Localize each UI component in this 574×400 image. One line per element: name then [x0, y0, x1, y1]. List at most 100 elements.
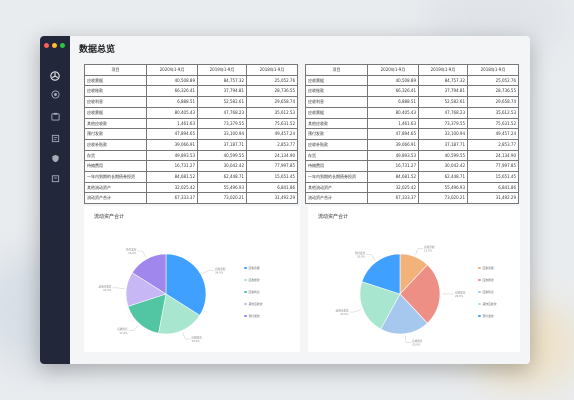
table-row: 其他流动资产 32,025.42 55,496.93 6,841.86: [84, 181, 298, 194]
value-cell: 62,448.71: [197, 171, 247, 183]
value-cell: 25,052.76: [246, 74, 298, 87]
value-cell: 73,020.21: [197, 192, 247, 205]
value-cell: 6,841.86: [246, 181, 298, 194]
value-cell: 80,405.43: [146, 106, 198, 119]
value-cell: 67,333.37: [367, 192, 419, 205]
value-cell: 30,042.42: [197, 160, 247, 173]
pie-slice[interactable]: [131, 253, 167, 295]
legend-item[interactable]: 其他应收款: [478, 302, 497, 306]
value-cell: 39,066.91: [146, 138, 198, 151]
data-table-left: 项目 2020年1-9月 2019年1-9月 2018年1-9月 应收票据 40,508…: [84, 64, 298, 205]
sidebar-item-goals[interactable]: [49, 88, 61, 100]
maximize-window-button[interactable]: [60, 43, 65, 48]
close-window-button[interactable]: [44, 43, 49, 48]
table-row: 待摊费用 16,731.27 30,042.42 77,997.85: [84, 160, 298, 173]
sidebar-item-overview[interactable]: [49, 70, 61, 82]
slice-label-value: 19.0%: [191, 339, 200, 343]
row-label-cell: 流动资产合计: [305, 192, 368, 205]
gauge-icon: [50, 71, 60, 81]
value-cell: 2,853.77: [246, 138, 298, 151]
table-row: 应收票据 40,508.89 84,757.32 25,052.76: [84, 74, 298, 87]
slice-label-name: 预付发款: [355, 251, 366, 255]
minimize-window-button[interactable]: [52, 43, 57, 48]
chart-title: 流动资产合计: [318, 214, 349, 220]
row-label-cell: 预付发款: [84, 128, 147, 140]
legend-item[interactable]: 应收票据: [478, 266, 494, 270]
column-header: 项目: [305, 64, 368, 76]
value-cell: 28,736.55: [467, 85, 519, 98]
legend-swatch: [244, 278, 247, 282]
sidebar: [40, 36, 70, 364]
legend-label: 其他应收款: [482, 302, 497, 306]
value-cell: 77,997.85: [467, 160, 519, 173]
value-cell: 40,508.89: [367, 74, 419, 87]
column-header: 2019年1-9月: [197, 64, 247, 76]
slice-leader-line: [405, 335, 412, 343]
sidebar-item-security[interactable]: [49, 152, 61, 164]
value-cell: 66,326.41: [146, 85, 198, 98]
row-label-cell: 应收票据: [84, 74, 147, 87]
archive-icon: [51, 174, 59, 182]
value-cell: 16,731.27: [146, 160, 198, 173]
pie-slice[interactable]: [380, 293, 428, 335]
value-cell: 35,612.53: [467, 106, 519, 119]
value-cell: 37,794.81: [418, 85, 468, 98]
column-header: 2020年1-9月: [367, 64, 419, 76]
pie-slice[interactable]: [361, 253, 401, 295]
page-title: 数据总览: [79, 45, 116, 55]
slice-label-value: 14.0%: [103, 288, 112, 292]
value-cell: 49,893.53: [367, 149, 419, 162]
pie-slice[interactable]: [158, 293, 201, 335]
value-cell: 6,888.51: [146, 96, 198, 108]
pie-chart-right: 应收票据12.0%应收账款26.0%应收利息20.0%其他应收款22.0%预付发…: [335, 245, 465, 347]
legend-label: 应收账款: [482, 278, 494, 282]
value-cell: 32,025.42: [367, 181, 419, 194]
value-cell: 24,134.90: [467, 149, 519, 162]
pie-chart-card-left: 流动资产合计 应收票据 34.0% 应收账款 19.0% 应收利息 17.0% 其他应收款 1…: [84, 206, 300, 352]
legend-item[interactable]: 应收利息: [244, 290, 260, 294]
value-cell: 49,893.53: [146, 149, 198, 162]
slice-leader-line: [112, 287, 125, 289]
table-row: 预付发款 47,894.65 33,100.94 49,457.24: [84, 128, 298, 140]
value-cell: 29,658.74: [467, 96, 519, 108]
table-header-row: 项目 2020年1-9月 2019年1-9月 2018年1-9月: [84, 64, 298, 76]
value-cell: 47,894.65: [367, 128, 419, 140]
table-row: 应收利息 6,888.51 52,582.61 29,658.74: [84, 96, 298, 108]
sidebar-item-reports[interactable]: [49, 132, 61, 144]
table-row: 一年内到期的长期债券投资 84,681.52 62,448.71 15,651.45: [84, 171, 298, 183]
legend-label: 其他应收款: [248, 302, 263, 306]
value-cell: 24,134.90: [246, 149, 298, 162]
table-row: 其他应收款 1,461.63 73,379.55 75,631.52: [305, 117, 519, 130]
value-cell: 31,492.29: [467, 192, 519, 205]
legend-item[interactable]: 应收票据: [244, 266, 260, 270]
book-icon: [51, 134, 59, 142]
slice-leader-line: [137, 250, 146, 258]
column-header: 2019年1-9月: [418, 64, 468, 76]
legend-item[interactable]: 预付发款: [478, 314, 494, 318]
slice-label-value: 17.0%: [119, 331, 128, 335]
slice-label-value: 16.0%: [128, 251, 137, 255]
sidebar-item-finance[interactable]: [49, 110, 61, 122]
legend-item[interactable]: 应收利息: [478, 290, 494, 294]
table-row: 流动资产合计 67,333.37 73,020.21 31,492.29: [305, 192, 519, 205]
column-header: 项目: [84, 64, 147, 76]
legend-swatch: [244, 314, 247, 318]
row-label-cell: 应收利息: [84, 96, 147, 108]
pie-slice[interactable]: [359, 281, 401, 330]
value-cell: 37,187.71: [418, 138, 468, 151]
table-row: 应收票据 80,405.43 47,768.23 35,612.53: [305, 106, 519, 119]
slice-label-value: 22.0%: [340, 312, 349, 316]
pie-slice[interactable]: [127, 293, 167, 334]
legend-item[interactable]: 应收账款: [244, 278, 260, 282]
legend-item[interactable]: 其他应收款: [244, 302, 263, 306]
slice-label-name: 其他应收款: [335, 308, 348, 312]
legend-item[interactable]: 预付发款: [244, 314, 260, 318]
pie-slice[interactable]: [399, 264, 441, 324]
slice-label-name: 应收账款: [191, 335, 202, 339]
table-row: 应收账款 66,326.41 37,794.81 28,736.55: [84, 85, 298, 98]
legend-item[interactable]: 应收账款: [478, 278, 494, 282]
sidebar-item-archive[interactable]: [49, 172, 61, 184]
legend-label: 预付发款: [248, 314, 260, 318]
wallet-icon: [50, 112, 60, 121]
value-cell: 31,492.29: [246, 192, 298, 205]
